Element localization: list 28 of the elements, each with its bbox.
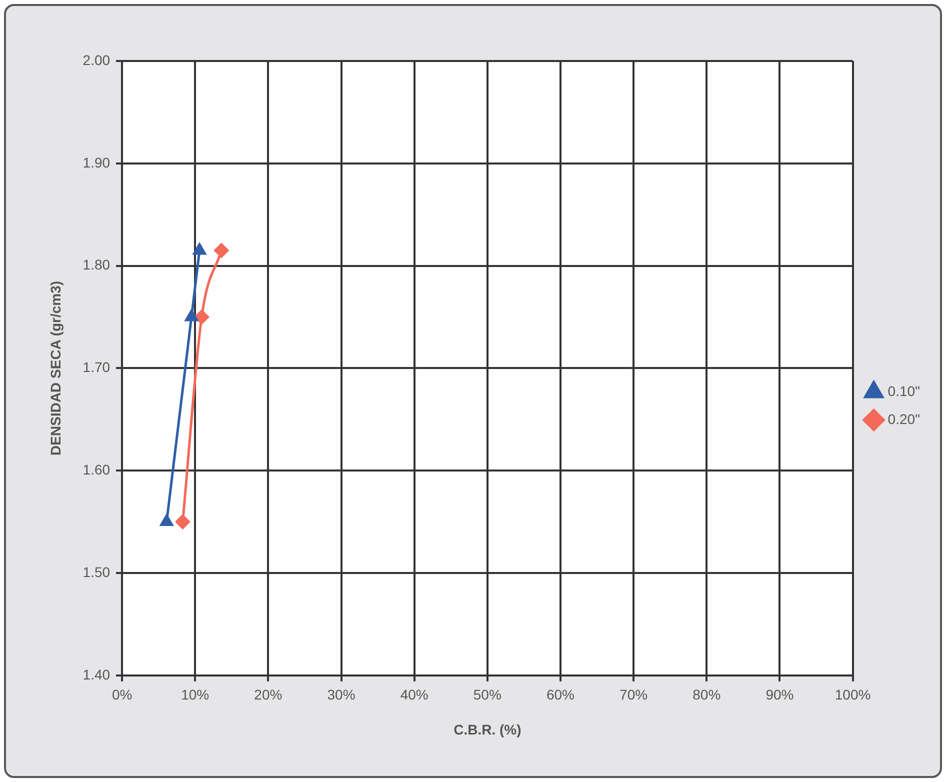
point (185, 310, 198, 322)
point (214, 243, 229, 258)
y-tick-label: 1.50 (82, 564, 110, 580)
x-tick-label: 40% (400, 686, 428, 703)
x-tick-label: 90% (766, 686, 794, 703)
y-tick-label: 1.70 (82, 359, 110, 376)
legend-label: 0.10" (888, 382, 920, 399)
x-axis-title: C.B.R. (%) (454, 721, 522, 738)
x-tick-label: 60% (546, 686, 575, 703)
y-tick-label: 2.00 (82, 52, 110, 68)
y-tick-label: 1.60 (82, 461, 110, 478)
point (175, 514, 190, 530)
point (194, 310, 209, 324)
x-tick-label: 80% (692, 686, 721, 703)
x-tick-label: 50% (473, 686, 502, 703)
y-tick-label: 1.90 (82, 154, 110, 170)
x-tick-label: 100% (834, 686, 871, 703)
y-tick-label: 1.40 (82, 666, 110, 682)
y-tick-label: 1.80 (82, 256, 110, 273)
x-tick-label: 70% (620, 686, 648, 703)
x-tick-label: 10% (181, 686, 210, 703)
x-tick-label: 30% (327, 686, 356, 703)
x-tick-label: 0% (112, 686, 132, 703)
point (160, 514, 174, 526)
legend-label: 0.20" (888, 410, 920, 427)
point (193, 243, 206, 255)
x-tick-label: 20% (254, 686, 282, 703)
y-axis-title: DENSIDAD SECA (gr/cm3) (47, 280, 64, 456)
